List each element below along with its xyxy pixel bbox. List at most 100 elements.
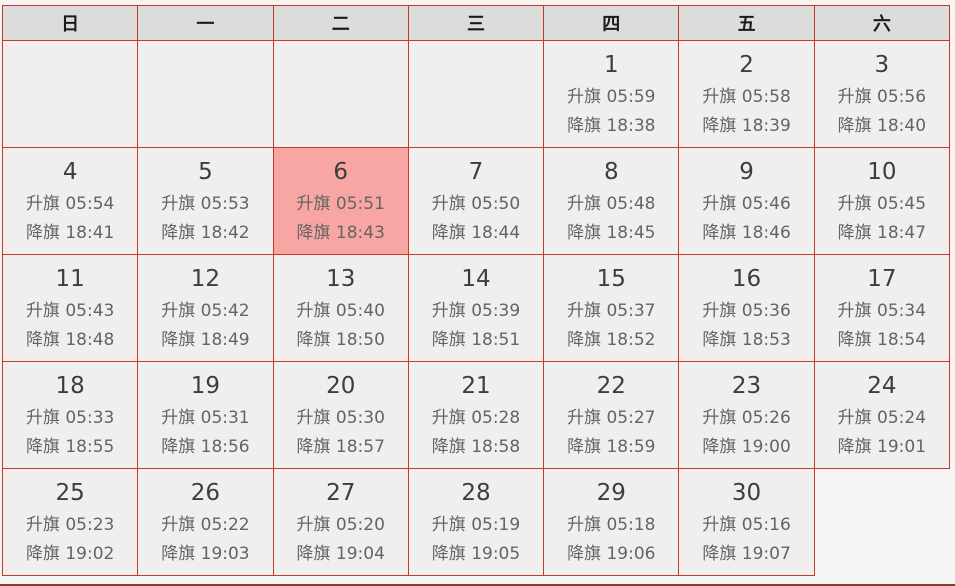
day-number: 13: [326, 266, 356, 292]
flag-lower-time: 降旗 18:39: [679, 112, 813, 141]
flag-lower-value: 18:42: [200, 223, 250, 243]
day-cell: 18 升旗 05:33 降旗 18:55: [3, 362, 139, 469]
flag-raise-label: 升旗: [25, 301, 60, 321]
flag-raise-value: 05:39: [471, 301, 521, 321]
flag-raise-value: 05:42: [200, 301, 250, 321]
flag-raise-label: 升旗: [161, 515, 196, 535]
flag-lower-value: 18:48: [65, 330, 115, 350]
day-cell: 22 升旗 05:27 降旗 18:59: [544, 362, 680, 469]
day-cell: 9 升旗 05:46 降旗 18:46: [679, 148, 815, 255]
flag-raise-value: 05:20: [335, 515, 385, 535]
flag-lower-label: 降旗: [296, 544, 331, 564]
flag-raise-label: 升旗: [567, 515, 602, 535]
flag-lower-label: 降旗: [567, 437, 602, 457]
ghost-cell: [815, 469, 950, 576]
flag-raise-label: 升旗: [567, 87, 602, 107]
flag-raise-time: 升旗 05:20: [274, 511, 408, 540]
day-cell: 3 升旗 05:56 降旗 18:40: [814, 41, 950, 148]
flag-raise-label: 升旗: [702, 515, 737, 535]
flag-lower-value: 19:04: [335, 544, 385, 564]
flag-raise-value: 05:28: [471, 408, 521, 428]
day-number: 5: [198, 159, 213, 185]
flag-raise-label: 升旗: [567, 408, 602, 428]
flag-raise-time: 升旗 05:26: [679, 404, 813, 433]
flag-raise-value: 05:31: [200, 408, 250, 428]
flag-lower-time: 降旗 18:55: [3, 433, 137, 462]
weekday-header-cell: 三: [408, 6, 545, 41]
day-number: 12: [190, 266, 221, 292]
day-number: 23: [731, 373, 762, 399]
flag-raise-label: 升旗: [431, 515, 466, 535]
day-number: 15: [596, 266, 626, 292]
day-number: 14: [461, 266, 491, 292]
day-number: 10: [867, 159, 897, 185]
flag-lower-value: 18:47: [877, 223, 927, 243]
flag-lower-value: 19:02: [65, 544, 115, 564]
flag-raise-time: 升旗 05:50: [409, 190, 543, 219]
day-cell: 5 升旗 05:53 降旗 18:42: [138, 148, 274, 255]
flag-lower-label: 降旗: [161, 544, 196, 564]
day-number: 9: [739, 159, 754, 185]
day-cell: 28 升旗 05:19 降旗 19:05: [408, 469, 545, 576]
day-cell: 23 升旗 05:26 降旗 19:00: [679, 362, 815, 469]
day-cell: 10 升旗 05:45 降旗 18:47: [814, 148, 950, 255]
day-cell: 30 升旗 05:16 降旗 19:07: [679, 469, 815, 576]
flag-raise-label: 升旗: [431, 301, 466, 321]
flag-lower-time: 降旗 18:48: [3, 326, 137, 355]
flag-raise-value: 05:33: [65, 408, 115, 428]
flag-lower-value: 18:55: [65, 437, 115, 457]
empty-day-cell: [3, 41, 139, 148]
flag-raise-time: 升旗 05:45: [815, 190, 949, 219]
flag-raise-label: 升旗: [702, 194, 737, 214]
day-cell: 11 升旗 05:43 降旗 18:48: [3, 255, 139, 362]
flag-lower-label: 降旗: [567, 544, 602, 564]
day-number: 16: [731, 266, 762, 292]
flag-raise-time: 升旗 05:34: [815, 297, 949, 326]
day-cell: 13 升旗 05:40 降旗 18:50: [273, 255, 409, 362]
flag-lower-time: 降旗 18:44: [409, 219, 543, 248]
flag-lower-label: 降旗: [25, 437, 60, 457]
flag-raise-time: 升旗 05:54: [3, 190, 137, 219]
day-number: 4: [62, 159, 78, 185]
flag-raise-time: 升旗 05:33: [3, 404, 137, 433]
flag-lower-label: 降旗: [567, 223, 602, 243]
empty-day-cell: [138, 41, 274, 148]
flag-raise-value: 05:26: [741, 408, 791, 428]
flag-lower-value: 18:57: [335, 437, 385, 457]
weekday-header-cell: 一: [138, 6, 274, 41]
flag-lower-label: 降旗: [296, 330, 331, 350]
flag-raise-label: 升旗: [161, 408, 196, 428]
flag-lower-label: 降旗: [702, 330, 737, 350]
day-cell: 20 升旗 05:30 降旗 18:57: [273, 362, 409, 469]
flag-raise-time: 升旗 05:43: [3, 297, 137, 326]
day-number: 27: [326, 480, 356, 506]
flag-raise-value: 05:43: [65, 301, 115, 321]
day-cell: 1 升旗 05:59 降旗 18:38: [544, 41, 680, 148]
flag-raise-time: 升旗 05:39: [409, 297, 543, 326]
flag-raise-label: 升旗: [837, 408, 872, 428]
flag-raise-value: 05:23: [65, 515, 115, 535]
flag-raise-label: 升旗: [567, 194, 602, 214]
flag-raise-label: 升旗: [161, 301, 196, 321]
day-number: 26: [190, 480, 221, 506]
flag-raise-value: 05:37: [606, 301, 656, 321]
weekday-header-cell: 四: [544, 6, 680, 41]
flag-lower-value: 18:51: [471, 330, 521, 350]
flag-lower-value: 18:39: [741, 116, 791, 136]
flag-lower-value: 18:46: [741, 223, 791, 243]
flag-raise-value: 05:34: [877, 301, 927, 321]
flag-lower-label: 降旗: [161, 223, 196, 243]
flag-raise-time: 升旗 05:53: [138, 190, 272, 219]
flag-lower-value: 18:53: [741, 330, 791, 350]
flag-lower-time: 降旗 18:54: [815, 326, 949, 355]
day-number: 21: [461, 373, 491, 399]
flag-lower-time: 降旗 18:47: [815, 219, 949, 248]
flag-lower-label: 降旗: [702, 223, 737, 243]
flag-raise-label: 升旗: [25, 515, 60, 535]
flag-lower-label: 降旗: [567, 116, 602, 136]
day-number: 30: [731, 480, 762, 506]
flag-lower-label: 降旗: [25, 330, 60, 350]
day-cell: 25 升旗 05:23 降旗 19:02: [3, 469, 139, 576]
day-cell: 15 升旗 05:37 降旗 18:52: [544, 255, 680, 362]
flag-lower-label: 降旗: [431, 437, 466, 457]
